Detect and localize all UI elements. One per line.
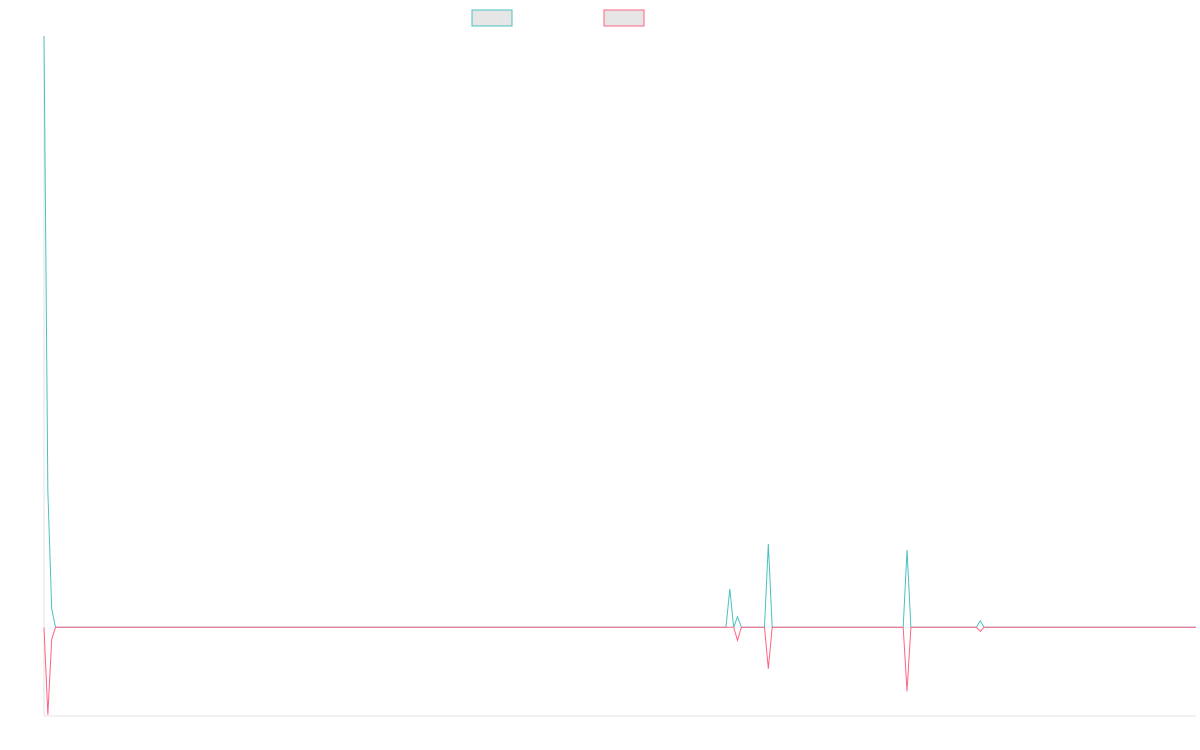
legend[interactable] <box>471 9 645 27</box>
series-line-2[interactable] <box>43 626 1196 715</box>
series-line-1[interactable] <box>43 35 1196 628</box>
legend-swatch-series-1[interactable] <box>471 9 513 27</box>
chart-axes <box>43 36 1196 717</box>
plot-area <box>43 35 1196 715</box>
legend-swatch-series-2[interactable] <box>603 9 645 27</box>
